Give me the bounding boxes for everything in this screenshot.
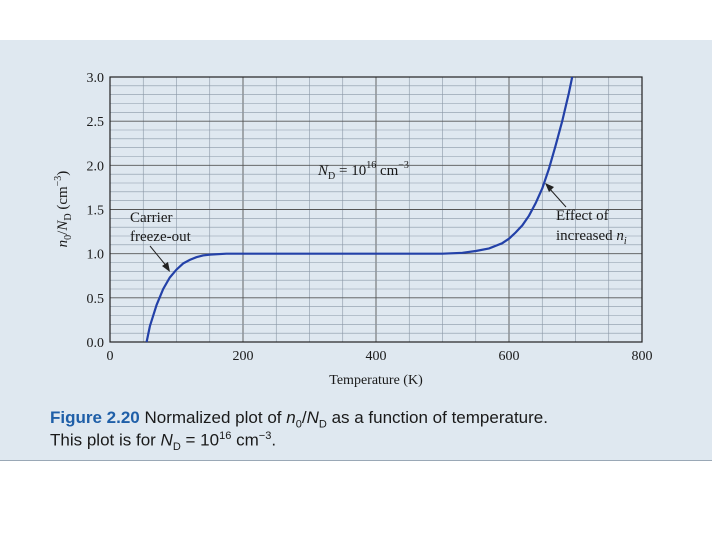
y-tick-label: 1.5 <box>87 204 105 219</box>
caption-var-n: n <box>286 408 296 427</box>
caption2-var-N: N <box>160 430 173 450</box>
ylabel-unit-close: ) <box>55 171 71 176</box>
tick-labels: 0 200 400 600 800 0.0 0.5 1.0 1.5 2.0 2.5 3.0 <box>87 71 653 364</box>
series-line-n0-nd <box>145 76 574 343</box>
nd-sub: D <box>328 171 335 182</box>
y-axis-label: n0/ND (cm−3) <box>53 171 74 248</box>
annotation-freeze-line2: freeze-out <box>130 229 192 245</box>
caption-line2: This plot is for ND = 1016 cm−3. <box>50 430 690 453</box>
x-tick-label: 400 <box>366 349 387 364</box>
ylabel-n-sub: 0 <box>63 235 74 240</box>
x-tick-label: 200 <box>233 349 254 364</box>
annotation-freeze-line1: Carrier <box>130 210 172 226</box>
caption-text1-end: as a function of temperature. <box>326 408 548 427</box>
y-tick-label: 0.0 <box>87 336 105 351</box>
caption-var-n-sub: 0 <box>295 418 302 431</box>
ylabel-slash: / <box>55 230 71 235</box>
effect-n-sub: i <box>624 236 627 247</box>
annotation-effect-arrow <box>548 187 567 208</box>
plot-frame <box>109 76 643 343</box>
caption2-unit-exp: −3 <box>258 430 272 442</box>
caption-line1: Figure 2.20 Normalized plot of n0/ND as … <box>50 408 690 430</box>
caption2-unit: cm <box>231 430 259 450</box>
x-axis-label: Temperature (K) <box>329 373 423 388</box>
caption2-end: . <box>271 430 277 450</box>
ylabel-N: N <box>55 220 71 232</box>
figure-panel <box>0 40 712 460</box>
nd-unit-exp: −3 <box>398 160 409 171</box>
ylabel-N-sub: D <box>63 213 74 220</box>
nd-var: N <box>317 163 329 179</box>
caption-text2: This plot is for <box>50 430 161 450</box>
caption-var-N-sub: D <box>318 418 327 431</box>
caption-text1: Normalized plot of <box>139 408 287 427</box>
caption2-exp: 16 <box>219 430 232 442</box>
effect-increased: increased <box>556 228 616 244</box>
annotation-effect-line1: Effect of <box>556 208 609 224</box>
caption-var-N: N <box>306 408 319 427</box>
caption2-eq: = 10 <box>180 430 220 450</box>
annotation-effect-arrowhead <box>545 183 554 192</box>
bottom-rule <box>0 460 712 461</box>
ylabel-unit-exp: −3 <box>53 176 64 187</box>
caption2-var-N-sub: D <box>172 441 181 454</box>
y-tick-label: 0.5 <box>87 292 105 307</box>
caption-slash: / <box>301 408 307 427</box>
figure-label: Figure 2.20 <box>50 408 140 427</box>
nd-exp: 16 <box>366 160 376 171</box>
effect-n: n <box>616 228 624 244</box>
nd-unit: cm <box>376 163 398 179</box>
y-tick-label: 3.0 <box>87 71 105 86</box>
x-tick-label: 600 <box>499 349 520 364</box>
y-tick-label: 2.5 <box>87 115 105 130</box>
y-tick-label: 1.0 <box>87 248 105 263</box>
x-tick-label: 0 <box>107 349 114 364</box>
x-tick-label: 800 <box>632 349 653 364</box>
annotation-freeze-arrowhead <box>162 262 170 272</box>
annotation-nd-value: ND = 1016 cm−3 <box>317 160 409 182</box>
y-tick-label: 2.0 <box>87 159 105 174</box>
ylabel-unit-open: (cm <box>55 186 71 213</box>
annotation-effect-line2: increased ni <box>556 228 627 247</box>
nd-mid: = 10 <box>335 163 366 179</box>
ylabel-n: n <box>55 240 71 248</box>
